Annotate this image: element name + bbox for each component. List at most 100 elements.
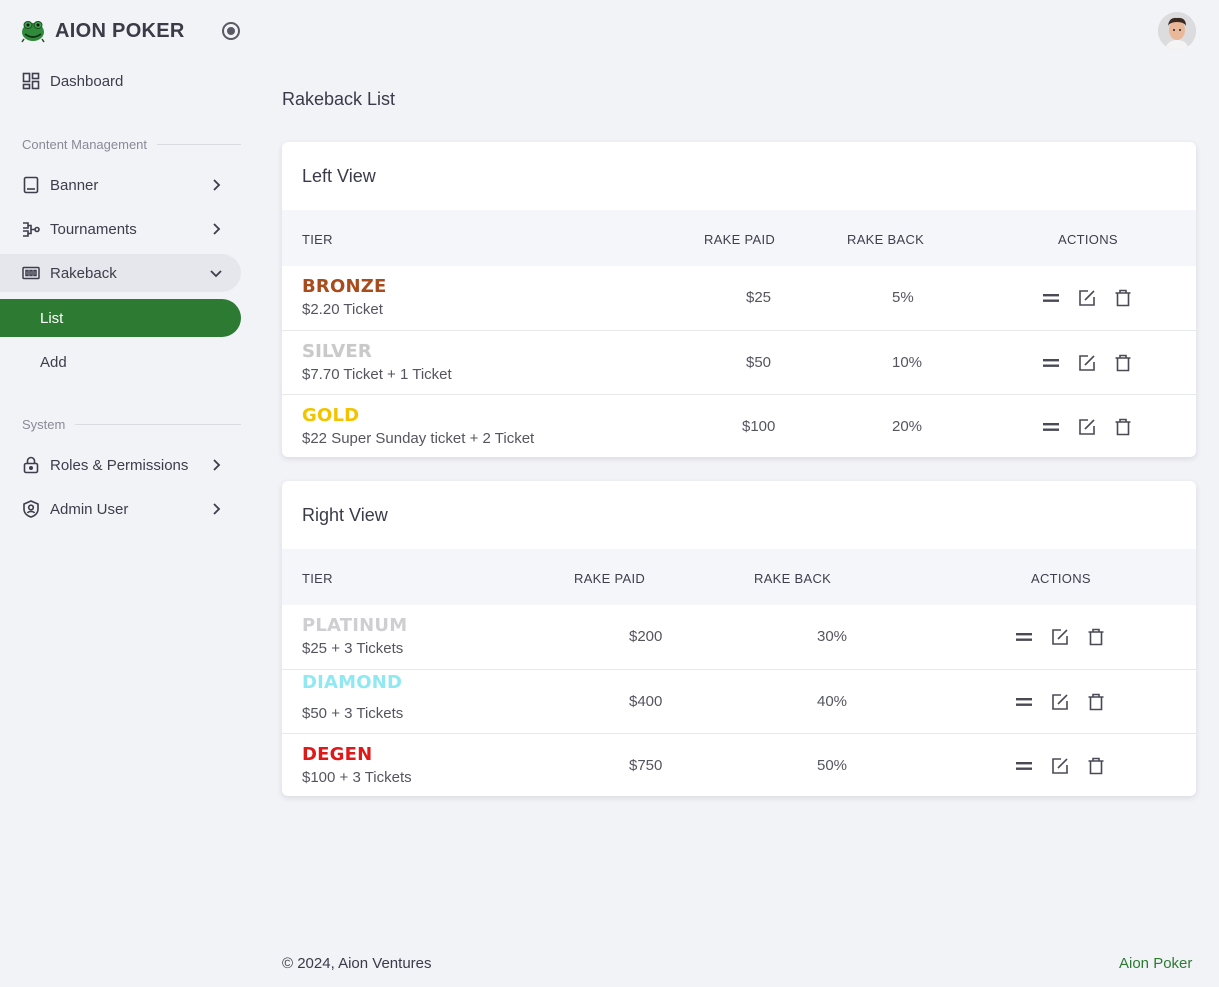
tournament-icon — [22, 220, 40, 238]
rake-paid-value: $50 — [746, 354, 772, 371]
sidebar-collapse-toggle[interactable] — [222, 22, 240, 40]
edit-icon[interactable] — [1077, 288, 1097, 308]
right-view-card: Right View TIER RAKE PAID RAKE BACK ACTI… — [282, 481, 1196, 796]
chevron-right-icon — [213, 459, 221, 471]
sidebar-item-label: Add — [40, 353, 67, 371]
tier-description: $50 + 3 Tickets — [302, 705, 404, 722]
page-title: Rakeback List — [282, 89, 396, 109]
card-title: Left View — [302, 166, 376, 186]
sidebar-item-label: Admin User — [50, 500, 129, 518]
banner-icon — [22, 176, 40, 194]
drag-handle-icon[interactable] — [1041, 417, 1061, 437]
table-row: BRONZE $2.20 Ticket $25 5% — [282, 266, 1196, 330]
column-header-rake-paid: RAKE PAID — [704, 232, 776, 247]
sidebar-item-admin-user[interactable]: Admin User — [0, 490, 241, 528]
table-header: TIER RAKE PAID RAKE BACK ACTIONS — [282, 549, 1196, 605]
sidebar-item-label: Tournaments — [50, 220, 137, 238]
column-header-actions: ACTIONS — [1031, 571, 1091, 586]
tier-name: GOLD — [302, 405, 360, 426]
chevron-right-icon — [213, 223, 221, 235]
sidebar-item-label: Roles & Permissions — [50, 456, 189, 474]
rake-paid-value: $25 — [746, 289, 772, 306]
rake-back-value: 30% — [817, 628, 848, 645]
dashboard-icon — [22, 72, 40, 90]
sidebar-item-label: Banner — [50, 176, 99, 194]
rake-back-value: 20% — [892, 418, 923, 435]
chevron-right-icon — [213, 179, 221, 191]
rake-paid-value: $400 — [629, 693, 663, 710]
rake-back-value: 50% — [817, 757, 848, 774]
drag-handle-icon[interactable] — [1041, 353, 1061, 373]
shield-user-icon — [22, 500, 40, 518]
trash-icon[interactable] — [1113, 417, 1133, 437]
sidebar-item-label: List — [40, 309, 64, 327]
sidebar-item-rakeback-add[interactable]: Add — [0, 343, 241, 381]
chevron-down-icon — [210, 270, 222, 278]
brand[interactable]: AION POKER — [20, 16, 185, 46]
column-header-rake-back: RAKE BACK — [847, 232, 925, 247]
avatar[interactable] — [1158, 12, 1196, 50]
footer-copyright: © 2024, Aion Ventures — [282, 955, 432, 972]
sidebar-item-tournaments[interactable]: Tournaments — [0, 210, 241, 248]
rake-paid-value: $750 — [629, 757, 663, 774]
section-label-text: System — [22, 417, 66, 432]
sidebar-item-dashboard[interactable]: Dashboard — [0, 62, 241, 100]
table-row: GOLD $22 Super Sunday ticket + 2 Ticket … — [282, 394, 1196, 457]
edit-icon[interactable] — [1077, 417, 1097, 437]
divider — [157, 144, 241, 145]
sidebar-item-label: Dashboard — [50, 72, 124, 90]
trash-icon[interactable] — [1086, 756, 1106, 776]
column-header-tier: TIER — [302, 571, 333, 586]
sidebar-item-roles[interactable]: Roles & Permissions — [0, 446, 241, 484]
tier-description: $100 + 3 Tickets — [302, 769, 412, 786]
rake-back-value: 40% — [817, 693, 848, 710]
tier-description: $25 + 3 Tickets — [302, 640, 404, 657]
rake-paid-value: $100 — [742, 418, 776, 435]
section-label-content: Content Management — [22, 137, 241, 152]
edit-icon[interactable] — [1050, 692, 1070, 712]
rakeback-icon — [22, 264, 40, 282]
tier-name: PLATINUM — [302, 615, 408, 636]
tier-name: BRONZE — [302, 276, 387, 297]
drag-handle-icon[interactable] — [1014, 627, 1034, 647]
section-label-text: Content Management — [22, 137, 148, 152]
section-label-system: System — [22, 417, 241, 432]
trash-icon[interactable] — [1113, 353, 1133, 373]
frog-logo-icon — [20, 18, 46, 44]
tier-description: $7.70 Ticket + 1 Ticket — [302, 366, 452, 383]
tier-name: DIAMOND — [302, 672, 403, 693]
brand-name: AION POKER — [55, 19, 185, 42]
edit-icon[interactable] — [1077, 353, 1097, 373]
drag-handle-icon[interactable] — [1014, 756, 1034, 776]
card-title: Right View — [302, 505, 388, 525]
drag-handle-icon[interactable] — [1041, 288, 1061, 308]
edit-icon[interactable] — [1050, 627, 1070, 647]
rake-back-value: 10% — [892, 354, 923, 371]
trash-icon[interactable] — [1086, 692, 1106, 712]
sidebar-item-banner[interactable]: Banner — [0, 166, 241, 204]
radio-collapse-icon — [227, 27, 235, 35]
column-header-rake-paid: RAKE PAID — [574, 571, 646, 586]
tier-description: $2.20 Ticket — [302, 301, 383, 318]
table-row: SILVER $7.70 Ticket + 1 Ticket $50 10% — [282, 330, 1196, 394]
trash-icon[interactable] — [1086, 627, 1106, 647]
sidebar-item-rakeback-list[interactable]: List — [0, 299, 241, 337]
tier-name: DEGEN — [302, 744, 373, 765]
table-header: TIER RAKE PAID RAKE BACK ACTIONS — [282, 210, 1196, 266]
tier-description: $22 Super Sunday ticket + 2 Ticket — [302, 430, 535, 447]
rake-paid-value: $200 — [629, 628, 663, 645]
sidebar-item-rakeback[interactable]: Rakeback — [0, 254, 241, 292]
table-row: PLATINUM $25 + 3 Tickets $200 30% — [282, 605, 1196, 669]
sidebar-item-label: Rakeback — [50, 264, 117, 282]
lock-icon — [22, 456, 40, 474]
column-header-tier: TIER — [302, 232, 333, 247]
trash-icon[interactable] — [1113, 288, 1133, 308]
left-view-card: Left View TIER RAKE PAID RAKE BACK ACTIO… — [282, 142, 1196, 457]
footer-link[interactable]: Aion Poker — [1119, 955, 1193, 972]
divider — [75, 424, 241, 425]
column-header-actions: ACTIONS — [1058, 232, 1118, 247]
drag-handle-icon[interactable] — [1014, 692, 1034, 712]
edit-icon[interactable] — [1050, 756, 1070, 776]
tier-name: SILVER — [302, 341, 372, 362]
table-row: DIAMOND $50 + 3 Tickets $400 40% — [282, 669, 1196, 733]
